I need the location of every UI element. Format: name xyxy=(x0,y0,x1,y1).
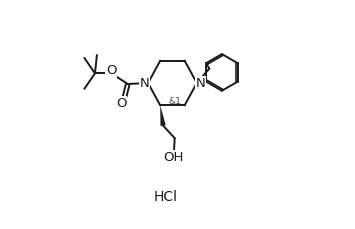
Text: N: N xyxy=(196,76,205,90)
Text: O: O xyxy=(106,64,117,77)
Text: HCl: HCl xyxy=(153,190,177,204)
Text: O: O xyxy=(116,97,127,110)
Polygon shape xyxy=(160,105,166,126)
Text: N: N xyxy=(140,76,149,90)
Text: OH: OH xyxy=(164,151,184,164)
Text: &1: &1 xyxy=(168,97,181,106)
